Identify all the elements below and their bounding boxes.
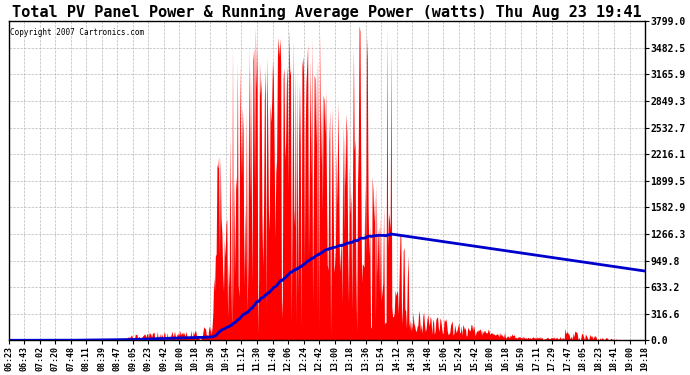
Title: Total PV Panel Power & Running Average Power (watts) Thu Aug 23 19:41: Total PV Panel Power & Running Average P… xyxy=(12,4,642,20)
Text: Copyright 2007 Cartronics.com: Copyright 2007 Cartronics.com xyxy=(10,28,144,37)
